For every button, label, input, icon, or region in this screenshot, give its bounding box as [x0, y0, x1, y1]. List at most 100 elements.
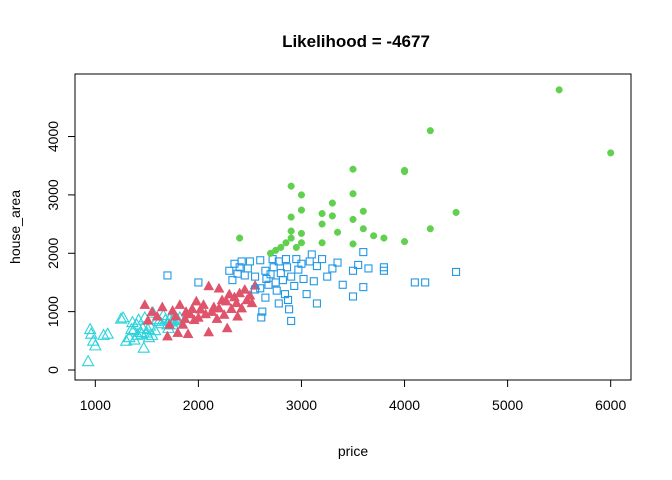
- data-point: [348, 292, 358, 301]
- data-point: [285, 305, 294, 314]
- data-point: [101, 327, 115, 339]
- data-point: [287, 213, 295, 221]
- data-point: [163, 271, 172, 280]
- data-point: [235, 263, 244, 272]
- data-point: [151, 310, 163, 321]
- data-point: [287, 227, 295, 235]
- data-point: [364, 264, 373, 273]
- data-point: [278, 276, 287, 285]
- data-point: [139, 299, 151, 309]
- data-point: [246, 297, 258, 308]
- data-point: [421, 278, 430, 287]
- data-point: [349, 190, 357, 198]
- y-tick-label: 0: [45, 366, 61, 374]
- data-point: [359, 225, 367, 233]
- data-point: [349, 215, 357, 223]
- data-point: [116, 310, 130, 323]
- data-point: [452, 267, 461, 276]
- data-point: [225, 266, 234, 275]
- data-point: [137, 341, 151, 353]
- y-axis-label: house_area: [7, 190, 23, 264]
- data-point: [269, 263, 278, 272]
- data-point: [164, 318, 175, 329]
- data-point: [287, 316, 296, 326]
- data-point: [426, 127, 434, 135]
- data-point: [274, 299, 283, 308]
- data-point: [452, 208, 460, 216]
- data-point: [203, 326, 215, 337]
- data-point: [277, 243, 285, 251]
- data-point: [262, 274, 271, 283]
- data-point: [302, 290, 311, 299]
- data-point: [328, 212, 336, 220]
- data-point: [349, 240, 357, 248]
- data-point: [240, 271, 249, 280]
- points-layer: [81, 86, 615, 367]
- data-point: [281, 255, 291, 264]
- data-point: [297, 191, 306, 199]
- data-point: [257, 313, 266, 322]
- data-point: [142, 314, 154, 325]
- data-point: [282, 263, 292, 272]
- data-point: [282, 239, 290, 247]
- data-point: [172, 327, 184, 337]
- data-point: [287, 272, 296, 281]
- data-point: [220, 295, 232, 306]
- data-point: [348, 266, 358, 275]
- data-point: [297, 259, 306, 268]
- data-point: [284, 295, 293, 305]
- data-point: [162, 330, 173, 341]
- data-point: [318, 255, 327, 264]
- data-point: [127, 323, 140, 336]
- data-point: [261, 293, 270, 302]
- data-point: [81, 354, 95, 367]
- data-point: [287, 182, 295, 190]
- x-tick-label: 6000: [595, 397, 626, 413]
- data-point: [354, 260, 363, 269]
- x-axis-label: price: [338, 443, 369, 459]
- data-point: [97, 328, 110, 340]
- data-point: [114, 312, 128, 324]
- data-point: [182, 328, 194, 339]
- data-point: [292, 243, 300, 251]
- data-point: [142, 330, 156, 343]
- data-point: [290, 281, 299, 291]
- chart-title: Likelihood = -4677: [282, 32, 430, 51]
- data-point: [380, 234, 388, 242]
- y-tick-label: 2000: [45, 237, 61, 268]
- data-point: [359, 283, 368, 292]
- data-point: [225, 303, 237, 313]
- data-point: [333, 228, 342, 236]
- x-axis: 1000 2000 3000 4000 5000 6000: [80, 379, 626, 413]
- plot-frame: [74, 73, 632, 381]
- data-point: [236, 302, 248, 313]
- data-point: [244, 289, 256, 300]
- data-point: [177, 318, 189, 329]
- data-point: [239, 283, 251, 294]
- data-point: [125, 315, 139, 328]
- data-point: [258, 307, 267, 316]
- data-point: [186, 303, 198, 313]
- data-point: [318, 210, 326, 218]
- data-point: [218, 309, 230, 319]
- data-point: [333, 258, 342, 267]
- data-point: [170, 310, 182, 321]
- data-point: [190, 295, 202, 306]
- data-point: [198, 299, 209, 309]
- data-point: [349, 165, 357, 173]
- data-point: [232, 310, 243, 321]
- x-tick-label: 5000: [492, 397, 523, 413]
- data-point: [359, 207, 367, 215]
- data-point: [318, 239, 326, 247]
- data-point: [203, 280, 215, 291]
- data-point: [359, 248, 368, 257]
- plot-area: [74, 73, 632, 381]
- data-point: [297, 229, 306, 237]
- data-point: [245, 257, 254, 266]
- data-point: [410, 278, 419, 287]
- data-point: [297, 206, 306, 214]
- data-point: [271, 278, 280, 287]
- data-point: [251, 272, 260, 281]
- data-point: [131, 328, 145, 340]
